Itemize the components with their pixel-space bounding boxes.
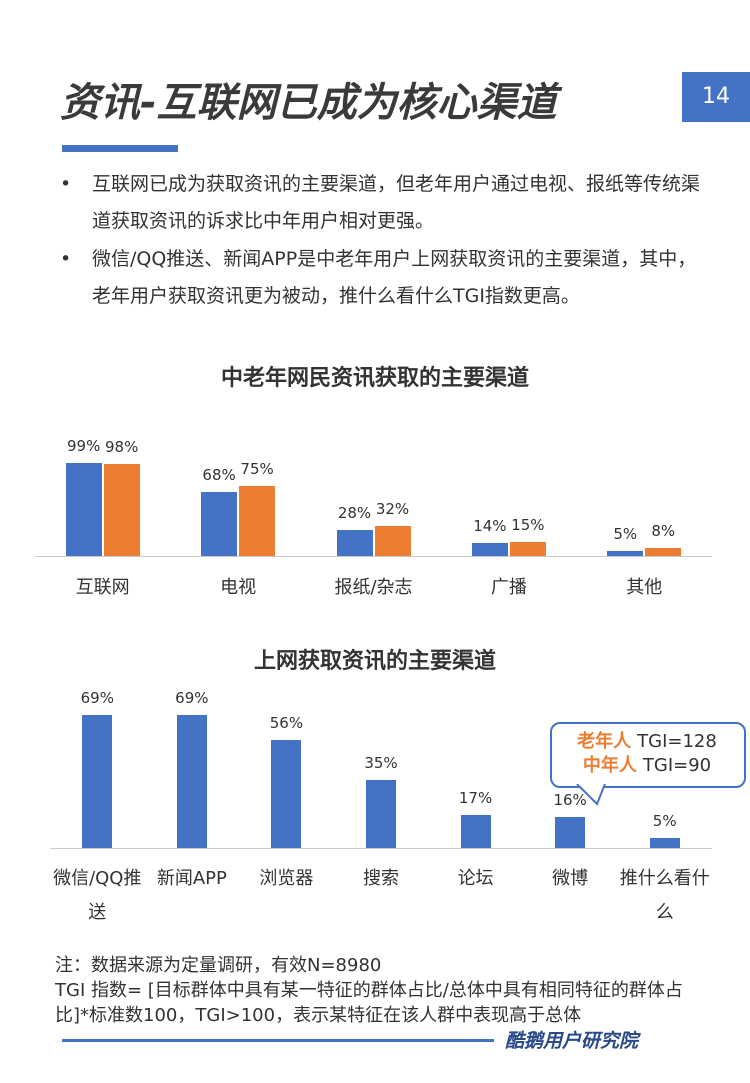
- x-tick-label: 电视: [220, 577, 257, 598]
- value-label: 68%: [202, 466, 236, 485]
- value-label: 8%: [651, 522, 676, 541]
- bar: [239, 485, 276, 556]
- annotation-label: 老年人: [577, 731, 632, 752]
- bar: [336, 529, 373, 556]
- x-tick-label: 新闻APP: [156, 868, 227, 889]
- value-label: 5%: [652, 812, 677, 831]
- annotation-row: 老年人 TGI=128: [552, 731, 742, 753]
- axis-line: [50, 848, 712, 849]
- axis-line: [35, 556, 712, 557]
- bar: [607, 551, 644, 556]
- chart-title: 上网获取资讯的主要渠道: [253, 649, 496, 674]
- value-label: 99%: [67, 436, 101, 455]
- value-label: 16%: [553, 791, 587, 810]
- bar: [471, 542, 508, 556]
- annotation-text: TGI=90: [642, 755, 712, 776]
- bar: [509, 541, 546, 556]
- footer-brand: 酷鹅用户研究院: [505, 1030, 639, 1052]
- bar: [649, 838, 680, 848]
- annotation-tail: [576, 784, 606, 806]
- value-label: 14%: [473, 516, 507, 535]
- bullet-text: 互联网已成为获取资讯的主要渠道，但老年用户通过电视、报纸等传统渠道获取资讯的诉求…: [92, 173, 701, 232]
- x-tick-label: 微信/QQ推送: [53, 868, 142, 923]
- bullet-text: 微信/QQ推送、新闻APP是中老年用户上网获取资讯的主要渠道，其中，老年用户获取…: [92, 248, 697, 307]
- bar: [645, 548, 682, 556]
- footer-line: [62, 1039, 494, 1042]
- bar: [82, 714, 113, 848]
- x-tick-label: 推什么看什么: [619, 868, 710, 923]
- value-label: 56%: [269, 713, 304, 732]
- bullet-dot: •: [60, 173, 72, 195]
- bar: [555, 817, 586, 848]
- value-label: 98%: [105, 437, 139, 456]
- bar: [65, 462, 102, 556]
- x-tick-label: 论坛: [457, 868, 494, 889]
- x-tick-label: 浏览器: [259, 868, 314, 889]
- bar: [271, 739, 302, 848]
- bar: [460, 815, 491, 848]
- value-label: 69%: [175, 688, 209, 707]
- x-tick-label: 搜索: [363, 868, 399, 889]
- page-number: 14: [682, 72, 750, 122]
- note: TGI 指数= [目标群体中具有某一特征的群体占比/总体中具有相同特征的群体占比…: [55, 980, 683, 1026]
- value-label: 5%: [613, 525, 638, 544]
- x-tick-label: 其他: [626, 577, 663, 598]
- value-label: 15%: [511, 515, 545, 534]
- x-tick-label: 微博: [552, 868, 589, 889]
- bar: [374, 525, 411, 556]
- value-label: 35%: [364, 754, 398, 773]
- note: 注：数据来源为定量调研，有效N=8980: [55, 955, 382, 976]
- x-tick-label: 报纸/杂志: [334, 577, 413, 598]
- bar: [103, 463, 140, 556]
- page-title: 资讯-互联网已成为核心渠道: [60, 80, 557, 126]
- value-label: 17%: [458, 789, 493, 808]
- bar: [176, 714, 207, 848]
- bullet-dot: •: [60, 248, 72, 270]
- annotation-label: 中年人: [582, 755, 637, 776]
- title-underline: [62, 145, 178, 152]
- value-label: 32%: [375, 499, 410, 518]
- bar: [366, 780, 396, 848]
- value-label: 69%: [80, 688, 114, 707]
- annotation-box: [550, 722, 746, 788]
- chart-title: 中老年网民资讯获取的主要渠道: [220, 366, 529, 391]
- annotation-row: 中年人 TGI=90: [552, 755, 742, 777]
- x-tick-label: 互联网: [75, 577, 130, 598]
- value-label: 75%: [240, 459, 274, 478]
- value-label: 28%: [337, 503, 372, 522]
- annotation-text: TGI=128: [637, 731, 717, 752]
- bar: [201, 492, 238, 556]
- x-tick-label: 广播: [490, 577, 527, 598]
